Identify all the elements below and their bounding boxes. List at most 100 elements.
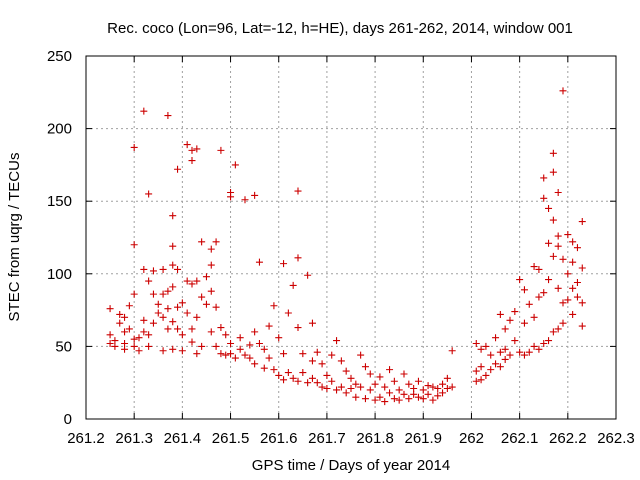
- x-tick-label: 262.1: [501, 430, 539, 447]
- data-point: [578, 322, 586, 330]
- data-point: [145, 190, 153, 198]
- data-point: [472, 377, 480, 385]
- data-point: [154, 309, 162, 317]
- data-point: [386, 389, 394, 397]
- data-point: [212, 342, 220, 350]
- x-tick-label: 262.3: [597, 430, 635, 447]
- data-point: [294, 324, 302, 332]
- data-point: [501, 355, 509, 363]
- data-point: [559, 319, 567, 327]
- data-point: [289, 374, 297, 382]
- data-point: [222, 351, 230, 359]
- data-point: [299, 369, 307, 377]
- data-point: [333, 386, 341, 394]
- data-point: [212, 303, 220, 311]
- data-point: [207, 328, 215, 336]
- data-point: [313, 379, 321, 387]
- data-point: [434, 392, 442, 400]
- data-point: [140, 265, 148, 273]
- x-tick-label: 261.9: [404, 430, 442, 447]
- data-point: [371, 380, 379, 388]
- data-point: [174, 265, 182, 273]
- data-point: [183, 277, 191, 285]
- data-point: [251, 191, 259, 199]
- data-point: [260, 364, 268, 372]
- data-point: [448, 347, 456, 355]
- data-point: [472, 367, 480, 375]
- x-tick-label: 261.6: [260, 430, 298, 447]
- data-point: [121, 345, 129, 353]
- data-point: [227, 339, 235, 347]
- data-point: [255, 339, 263, 347]
- data-point: [496, 363, 504, 371]
- data-point: [573, 293, 581, 301]
- data-point: [198, 293, 206, 301]
- data-point: [241, 196, 249, 204]
- data-point: [280, 260, 288, 268]
- data-point: [188, 146, 196, 154]
- data-point: [530, 263, 538, 271]
- data-point: [439, 380, 447, 388]
- data-point: [304, 379, 312, 387]
- data-point: [130, 290, 138, 298]
- data-point: [304, 271, 312, 279]
- data-point: [318, 360, 326, 368]
- data-point: [217, 350, 225, 358]
- data-point: [145, 342, 153, 350]
- data-point: [294, 187, 302, 195]
- data-point: [347, 374, 355, 382]
- data-point: [554, 232, 562, 240]
- data-point: [280, 350, 288, 358]
- data-point: [492, 360, 500, 368]
- data-point: [511, 308, 519, 316]
- data-point: [212, 238, 220, 246]
- data-point: [333, 337, 341, 345]
- data-point: [564, 231, 572, 239]
- data-point: [222, 331, 230, 339]
- data-point: [578, 264, 586, 272]
- data-point: [178, 347, 186, 355]
- data-point: [477, 345, 485, 353]
- data-point: [130, 335, 138, 343]
- data-point: [130, 342, 138, 350]
- data-point: [525, 348, 533, 356]
- y-tick-label: 100: [47, 266, 72, 283]
- data-point: [578, 299, 586, 307]
- data-point: [198, 342, 206, 350]
- data-point: [140, 316, 148, 324]
- y-axis-label: STEC from uqrg / TECUs: [6, 153, 23, 322]
- data-point: [564, 270, 572, 278]
- data-point: [116, 310, 124, 318]
- data-point: [328, 351, 336, 359]
- data-point: [376, 393, 384, 401]
- x-tick-label: 261.7: [308, 430, 346, 447]
- x-tick-label: 262.2: [549, 430, 587, 447]
- data-point: [202, 300, 210, 308]
- data-point: [130, 143, 138, 151]
- data-point: [540, 339, 548, 347]
- data-point: [130, 241, 138, 249]
- data-point: [169, 212, 177, 220]
- data-point: [207, 245, 215, 253]
- data-point: [251, 328, 259, 336]
- data-point: [530, 313, 538, 321]
- data-point: [169, 261, 177, 269]
- data-point: [217, 324, 225, 332]
- data-point: [366, 370, 374, 378]
- x-axis-label: GPS time / Days of year 2014: [252, 457, 450, 474]
- x-tick-labels: 261.2 261.3 261.4 261.5 261.6 261.7 261.8 261.9…: [67, 430, 635, 447]
- data-point: [337, 383, 345, 391]
- data-point: [506, 316, 514, 324]
- data-point: [251, 360, 259, 368]
- data-point: [400, 390, 408, 398]
- data-point: [313, 348, 321, 356]
- data-point: [164, 112, 172, 120]
- data-point: [308, 374, 316, 382]
- data-point: [135, 334, 143, 342]
- data-point: [323, 385, 331, 393]
- data-point: [443, 385, 451, 393]
- data-point: [496, 348, 504, 356]
- data-point: [400, 370, 408, 378]
- chart-title: Rec. coco (Lon=96, Lat=-12, h=HE), days …: [107, 20, 573, 37]
- axis-ticks: [85, 55, 617, 420]
